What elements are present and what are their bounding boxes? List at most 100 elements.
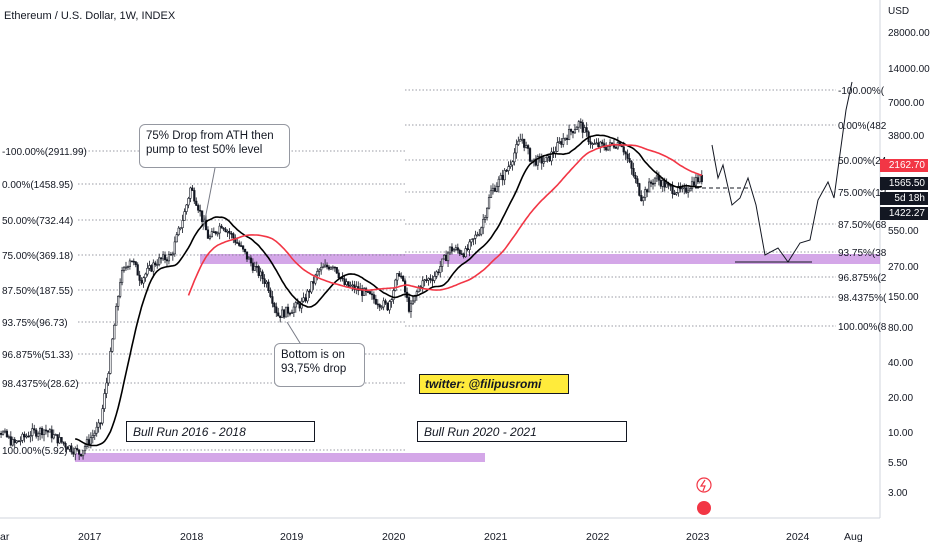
candle-body bbox=[7, 436, 10, 438]
candle-body bbox=[653, 177, 657, 184]
candle-body bbox=[33, 428, 36, 431]
candle-body bbox=[630, 161, 633, 169]
candle-body bbox=[60, 437, 63, 443]
candle-body bbox=[183, 211, 186, 221]
candle-body bbox=[79, 454, 83, 457]
candle-body bbox=[81, 450, 85, 457]
candle-body bbox=[216, 232, 219, 235]
candle-body bbox=[476, 234, 479, 237]
candle-body bbox=[638, 183, 641, 196]
candle-body bbox=[517, 140, 520, 145]
candle-body bbox=[450, 246, 454, 252]
candle-body bbox=[292, 306, 295, 313]
resistance-zone bbox=[200, 254, 880, 264]
candle-body bbox=[179, 227, 182, 230]
candle-body bbox=[115, 306, 118, 326]
candle-body bbox=[536, 156, 539, 166]
candle-body bbox=[58, 437, 61, 444]
candle-body bbox=[91, 435, 94, 438]
candle-body bbox=[648, 181, 651, 193]
candle-body bbox=[345, 281, 348, 285]
candle-body bbox=[1, 431, 5, 435]
candle-body bbox=[138, 274, 141, 281]
candle-body bbox=[0, 432, 3, 435]
candle-body bbox=[245, 251, 249, 260]
candle-body bbox=[304, 297, 307, 302]
candle-body bbox=[197, 205, 200, 211]
candle-body bbox=[74, 448, 77, 455]
candle-body bbox=[230, 232, 233, 235]
candle-body bbox=[105, 382, 108, 394]
candle-body bbox=[571, 131, 575, 134]
candle-body bbox=[589, 141, 592, 145]
candle-body bbox=[212, 231, 215, 233]
candle-body bbox=[152, 262, 155, 272]
candle-body bbox=[501, 174, 504, 181]
candle-body bbox=[243, 248, 247, 253]
candle-body bbox=[503, 170, 506, 181]
candle-body bbox=[599, 141, 602, 147]
candle-body bbox=[402, 275, 405, 282]
bottom-note-line-1: Bottom is on bbox=[281, 349, 345, 361]
news-icon bbox=[697, 501, 711, 515]
candle-body bbox=[632, 168, 635, 176]
candle-body bbox=[579, 121, 582, 123]
candle-body bbox=[296, 302, 299, 305]
candle-body bbox=[519, 139, 522, 142]
candle-body bbox=[382, 300, 385, 308]
candle-body bbox=[683, 187, 686, 190]
candle-body bbox=[646, 189, 649, 193]
candle-body bbox=[685, 187, 688, 193]
fib-left-label-4: 87.50%(187.55) bbox=[2, 286, 73, 297]
fib-right-label-7: 98.4375%( bbox=[838, 293, 887, 304]
candle-body bbox=[302, 297, 305, 302]
candle-body bbox=[470, 239, 473, 243]
candle-body bbox=[335, 267, 338, 274]
candle-body bbox=[37, 433, 40, 437]
candle-body bbox=[282, 309, 286, 318]
candle-body bbox=[201, 210, 204, 222]
candle-body bbox=[353, 284, 356, 290]
candle-body bbox=[31, 428, 34, 436]
candle-body bbox=[607, 146, 610, 151]
candle-body bbox=[687, 190, 690, 193]
candle-body bbox=[675, 192, 678, 195]
candle-body bbox=[279, 315, 282, 318]
candle-body bbox=[478, 233, 481, 236]
price-scale-currency: USD bbox=[888, 6, 909, 17]
candle-body bbox=[439, 266, 442, 273]
candle-body bbox=[120, 270, 124, 284]
candle-body bbox=[540, 156, 543, 164]
projection-path bbox=[711, 81, 853, 263]
candle-body bbox=[661, 180, 664, 187]
candle-body bbox=[251, 262, 254, 271]
candle-body bbox=[577, 121, 580, 128]
candle-body bbox=[595, 142, 598, 145]
candle-body bbox=[446, 252, 450, 262]
candle-body bbox=[548, 155, 551, 162]
candle-body bbox=[521, 138, 524, 141]
candle-body bbox=[318, 269, 321, 272]
price-tick-8: 270.00 bbox=[888, 262, 919, 273]
candle-body bbox=[54, 434, 57, 436]
candle-body bbox=[187, 198, 190, 206]
ath-note-pointer bbox=[202, 167, 216, 231]
time-label-5: 2021 bbox=[484, 531, 508, 543]
candle-body bbox=[688, 188, 692, 192]
countdown-badge: 5d 18h bbox=[880, 192, 928, 205]
candle-body bbox=[329, 266, 333, 270]
candle-body bbox=[113, 324, 116, 340]
candle-body bbox=[70, 445, 73, 453]
time-label-6: 2022 bbox=[586, 531, 610, 543]
candle-body bbox=[696, 177, 700, 183]
candle-body bbox=[407, 297, 411, 312]
candle-body bbox=[25, 435, 28, 438]
candle-body bbox=[497, 178, 500, 187]
candle-body bbox=[433, 276, 436, 281]
candle-body bbox=[72, 451, 75, 455]
candle-body bbox=[495, 186, 498, 192]
fib-left-label-6: 96.875%(51.33) bbox=[2, 350, 73, 361]
candle-body bbox=[267, 281, 270, 291]
